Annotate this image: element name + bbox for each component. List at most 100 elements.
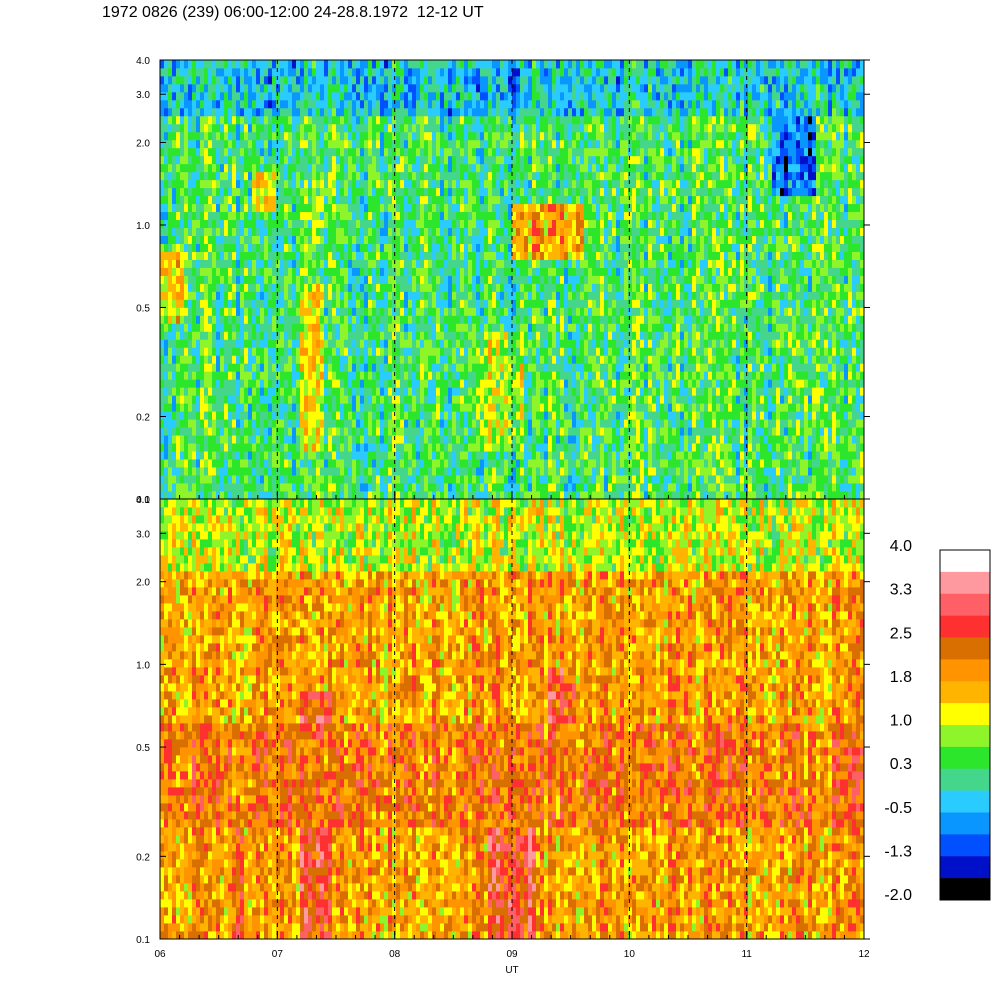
heatmap-cell <box>436 84 440 92</box>
heatmap-cell <box>300 132 304 140</box>
heatmap-cell <box>260 180 264 188</box>
heatmap-cell <box>304 467 308 475</box>
heatmap-cell <box>204 100 208 108</box>
heatmap-cell <box>316 307 320 315</box>
heatmap-cell <box>224 140 228 148</box>
heatmap-cell <box>168 204 172 212</box>
heatmap-cell <box>264 483 268 491</box>
heatmap-cell <box>160 84 164 92</box>
heatmap-cell <box>300 323 304 331</box>
heatmap-cell <box>336 283 340 291</box>
heatmap-cell <box>304 307 308 315</box>
heatmap-cell <box>172 60 176 68</box>
heatmap-cell <box>332 124 336 132</box>
heatmap-cell <box>372 76 376 84</box>
heatmap-cell <box>472 307 476 315</box>
heatmap-cell <box>252 291 256 299</box>
heatmap-cell <box>232 347 236 355</box>
heatmap-cell <box>500 164 504 172</box>
heatmap-cell <box>412 132 416 140</box>
heatmap-cell <box>356 84 360 92</box>
heatmap-cell <box>436 108 440 116</box>
heatmap-cell <box>428 268 432 276</box>
heatmap-cell <box>264 108 268 116</box>
heatmap-cell <box>332 276 336 284</box>
heatmap-cell <box>256 371 260 379</box>
heatmap-cell <box>432 156 436 164</box>
heatmap-cell <box>460 491 464 499</box>
heatmap-cell <box>188 244 192 252</box>
heatmap-cell <box>252 196 256 204</box>
heatmap-cell <box>400 196 404 204</box>
heatmap-cell <box>288 164 292 172</box>
heatmap-cell <box>496 172 500 180</box>
heatmap-cell <box>264 467 268 475</box>
heatmap-cell <box>444 323 448 331</box>
heatmap-cell <box>268 204 272 212</box>
heatmap-cell <box>388 395 392 403</box>
heatmap-cell <box>368 236 372 244</box>
heatmap-cell <box>472 315 476 323</box>
heatmap-cell <box>212 435 216 443</box>
heatmap-cell <box>456 108 460 116</box>
heatmap-cell <box>272 76 276 84</box>
heatmap-cell <box>496 164 500 172</box>
heatmap-cell <box>396 379 400 387</box>
heatmap-cell <box>200 435 204 443</box>
heatmap-cell <box>176 395 180 403</box>
heatmap-cell <box>492 307 496 315</box>
heatmap-cell <box>192 403 196 411</box>
heatmap-cell <box>208 435 212 443</box>
heatmap-cell <box>216 164 220 172</box>
heatmap-cell <box>236 315 240 323</box>
heatmap-cell <box>512 100 516 108</box>
heatmap-cell <box>496 268 500 276</box>
heatmap-cell <box>280 387 284 395</box>
heatmap-cell <box>456 196 460 204</box>
heatmap-cell <box>268 188 272 196</box>
heatmap-cell <box>208 491 212 499</box>
heatmap-cell <box>452 339 456 347</box>
heatmap-cell <box>476 331 480 339</box>
heatmap-cell <box>428 403 432 411</box>
heatmap-cell <box>352 371 356 379</box>
heatmap-cell <box>340 252 344 260</box>
heatmap-cell <box>356 140 360 148</box>
heatmap-cell <box>496 68 500 76</box>
heatmap-cell <box>296 299 300 307</box>
heatmap-cell <box>304 140 308 148</box>
heatmap-cell <box>228 100 232 108</box>
heatmap-cell <box>444 76 448 84</box>
heatmap-cell <box>300 443 304 451</box>
heatmap-cell <box>324 491 328 499</box>
heatmap-cell <box>496 156 500 164</box>
heatmap-cell <box>340 132 344 140</box>
heatmap-cell <box>356 212 360 220</box>
heatmap-cell <box>208 315 212 323</box>
heatmap-cell <box>356 435 360 443</box>
heatmap-cell <box>260 363 264 371</box>
heatmap-cell <box>504 315 508 323</box>
heatmap-cell <box>228 180 232 188</box>
heatmap-cell <box>328 339 332 347</box>
heatmap-cell <box>420 76 424 84</box>
heatmap-cell <box>204 116 208 124</box>
heatmap-cell <box>340 443 344 451</box>
heatmap-cell <box>464 483 468 491</box>
heatmap-cell <box>324 260 328 268</box>
heatmap-cell <box>188 395 192 403</box>
heatmap-cell <box>272 355 276 363</box>
heatmap-cell <box>484 283 488 291</box>
heatmap-cell <box>324 124 328 132</box>
heatmap-cell <box>192 252 196 260</box>
heatmap-cell <box>268 68 272 76</box>
heatmap-cell <box>444 124 448 132</box>
heatmap-cell <box>228 323 232 331</box>
heatmap-cell <box>324 459 328 467</box>
heatmap-cell <box>384 124 388 132</box>
heatmap-cell <box>196 299 200 307</box>
heatmap-cell <box>468 172 472 180</box>
heatmap-cell <box>316 180 320 188</box>
heatmap-cell <box>404 331 408 339</box>
heatmap-cell <box>196 403 200 411</box>
